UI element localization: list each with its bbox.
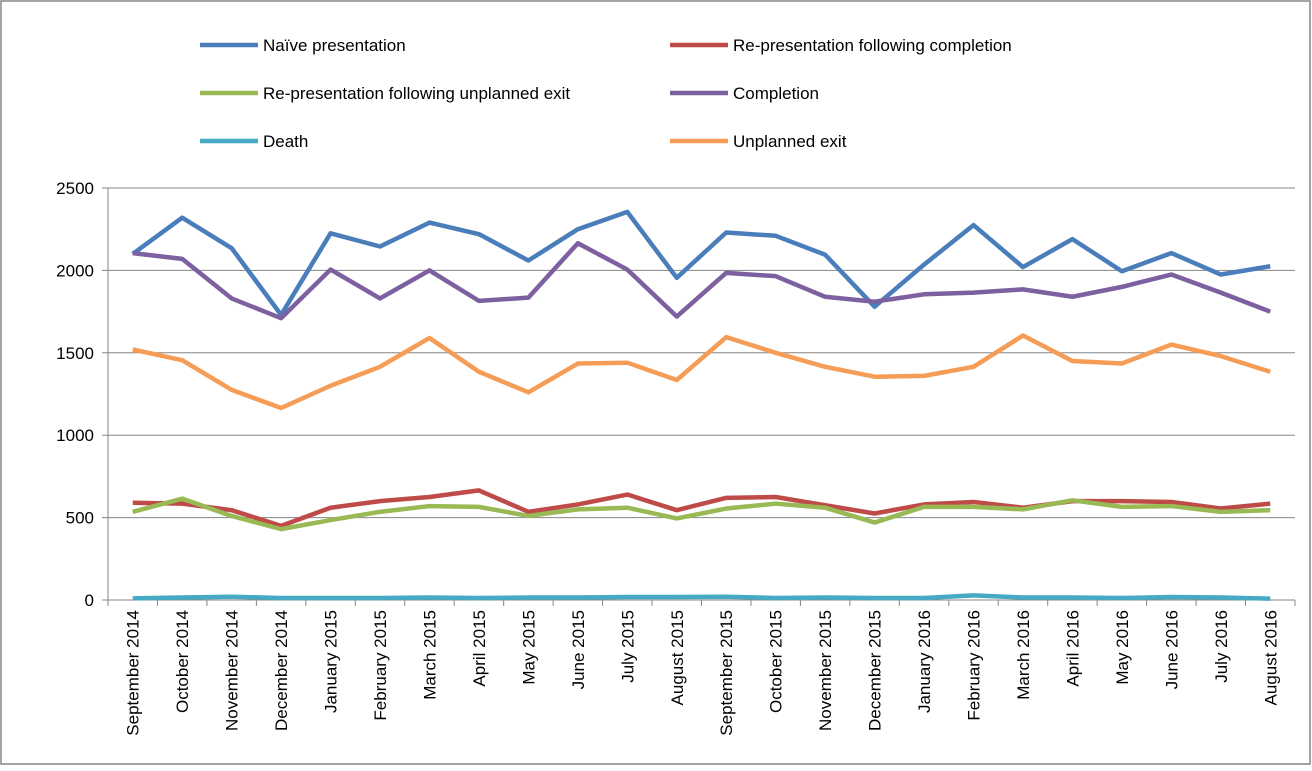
- series-line: [132, 333, 1271, 411]
- series-line: [132, 240, 1272, 321]
- x-tick-label: September 2014: [124, 610, 143, 736]
- x-tick-label: July 2016: [1212, 610, 1231, 683]
- series-line: [131, 209, 1271, 318]
- legend-label: Death: [263, 132, 308, 151]
- x-tick-label: December 2014: [272, 610, 291, 731]
- x-tick-label: May 2015: [519, 610, 538, 685]
- legend-label: Re-presentation following completion: [733, 36, 1012, 55]
- x-tick-label: January 2016: [915, 610, 934, 713]
- legend-label: Re-presentation following unplanned exit: [263, 84, 570, 103]
- y-tick-label: 2000: [56, 261, 94, 280]
- y-tick-label: 2500: [56, 179, 94, 198]
- x-tick-label: July 2015: [618, 610, 637, 683]
- legend-label: Naïve presentation: [263, 36, 406, 55]
- y-tick-label: 0: [85, 591, 94, 610]
- x-tick-label: October 2014: [173, 610, 192, 713]
- x-tick-label: December 2015: [866, 610, 885, 731]
- x-tick-label: February 2016: [965, 610, 984, 721]
- x-tick-label: March 2016: [1014, 610, 1033, 700]
- x-tick-label: June 2015: [569, 610, 588, 689]
- x-tick-label: March 2015: [420, 610, 439, 700]
- x-tick-label: September 2015: [717, 610, 736, 736]
- x-tick-label: June 2016: [1162, 610, 1181, 689]
- x-tick-label: May 2016: [1113, 610, 1132, 685]
- x-tick-label: August 2016: [1261, 610, 1280, 705]
- series-line: [132, 496, 1271, 532]
- x-tick-label: April 2016: [1063, 610, 1082, 687]
- x-tick-label: January 2015: [322, 610, 341, 713]
- y-tick-label: 1000: [56, 426, 94, 445]
- legend-label: Completion: [733, 84, 819, 103]
- x-tick-label: February 2015: [371, 610, 390, 721]
- legend-label: Unplanned exit: [733, 132, 847, 151]
- x-tick-label: August 2015: [668, 610, 687, 705]
- x-tick-label: April 2015: [470, 610, 489, 687]
- x-tick-label: October 2015: [767, 610, 786, 713]
- x-tick-label: November 2014: [223, 610, 242, 731]
- x-tick-label: November 2015: [816, 610, 835, 731]
- y-tick-label: 500: [66, 509, 94, 528]
- y-tick-label: 1500: [56, 344, 94, 363]
- series-line: [132, 593, 1271, 601]
